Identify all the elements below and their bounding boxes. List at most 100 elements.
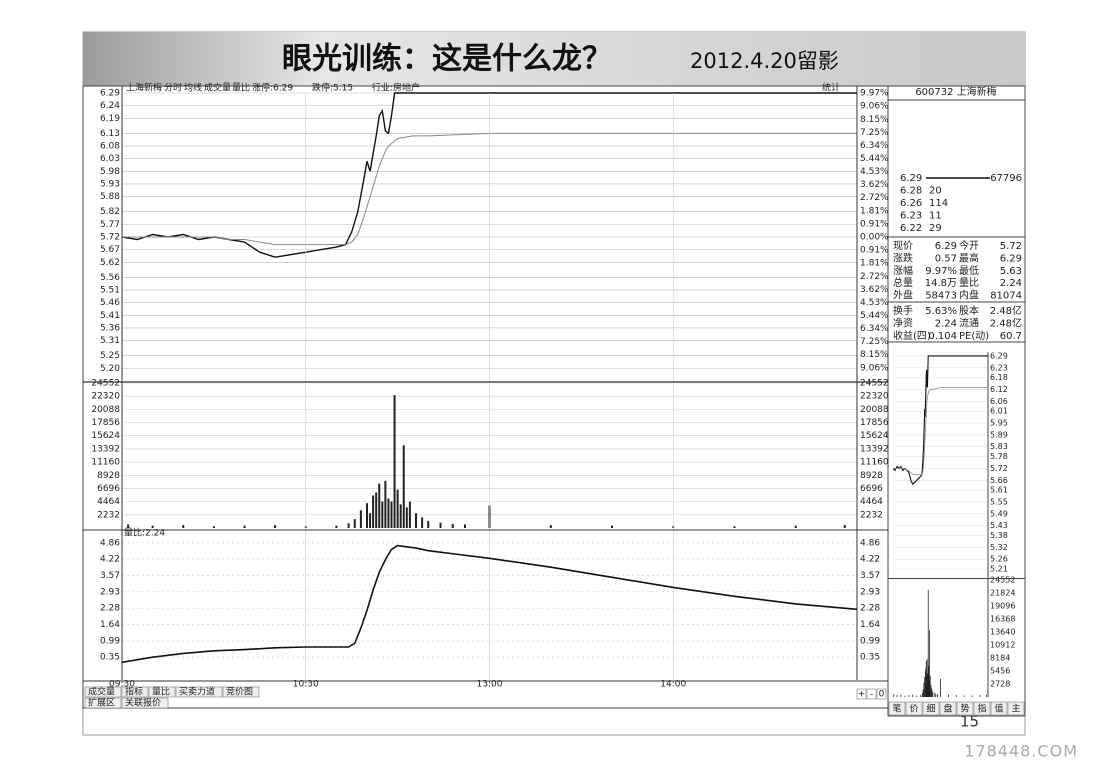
y2-tick-label: 0.91% [860,246,889,256]
tab[interactable] [175,686,223,698]
side-tab[interactable] [888,701,906,716]
annotation: 跌停:5.15 [312,82,353,94]
side-tab-label[interactable]: 价 [909,704,918,715]
y-tick-label: 3.57 [100,571,120,581]
side-tab-label[interactable]: 值 [994,703,1003,715]
tab[interactable] [222,686,260,698]
zoom-button[interactable] [876,688,887,700]
zoom-label[interactable]: + [858,690,866,700]
y-tick-label: 6.01 [990,407,1008,416]
quote-value: 5.63 [1000,266,1022,277]
order-volume: 11 [929,211,942,222]
side-tab[interactable] [973,701,991,716]
volume-bar [182,525,185,528]
side-tab-label[interactable]: 盘 [943,703,952,715]
y-tick-label: 5.46 [100,298,120,308]
y-tick-label: 24552 [860,379,889,389]
y2-tick-label: 7.25% [860,128,889,138]
side-tab[interactable] [956,701,974,716]
volume-bar [387,498,390,528]
y-tick-label: 6.29 [990,351,1008,360]
y-tick-label: 6.06 [990,397,1008,406]
page-title: 眼光训练：这是什么龙？ [282,42,612,77]
y2-tick-label: 9.97% [860,89,889,99]
order-price: 6.29 [900,173,922,184]
volume-bar [369,513,372,528]
side-tab[interactable] [990,701,1008,716]
side-tab-label[interactable]: 主 [1011,703,1020,715]
side-tab[interactable] [922,701,940,716]
volume-bar [127,524,130,528]
y-tick-label: 22320 [860,392,889,402]
side-tab-label[interactable]: 细 [926,703,935,715]
tab-label[interactable]: 指标 [125,686,143,698]
tab[interactable] [84,686,122,698]
side-tab-label[interactable]: 指 [977,703,986,715]
side-tab[interactable] [939,701,957,716]
tab-label[interactable]: 买卖力道 [179,686,215,698]
mini-volume-bar [932,691,933,697]
mini-volume-bar [893,694,895,697]
mini-volume-bar [963,695,965,697]
tab[interactable] [148,686,176,698]
y-tick-label: 5.56 [100,273,120,283]
ratio-line [121,544,858,664]
side-tab-label[interactable]: 势 [960,703,969,715]
quote-label: 总量 [893,276,913,289]
quote-label: 净资 [893,316,913,329]
y-tick-label: 4.22 [860,555,880,565]
tab-label[interactable]: 关联报价 [125,697,161,709]
zoom-button[interactable] [856,688,867,700]
zoom-label[interactable]: 0 [879,690,885,700]
y-tick-label: 5.20 [100,364,120,374]
annotation: 统计 [822,82,840,94]
quote-value: 2.24 [1000,278,1022,289]
tab[interactable] [121,686,149,698]
y-tick-label: 5.72 [100,233,120,243]
y2-tick-label: 19096 [990,602,1015,611]
tab-label[interactable]: 竞价图 [226,686,253,698]
volume-bar [384,480,387,528]
y2-tick-label: 9.06% [860,102,889,112]
volume-bar [393,395,396,528]
mini-volume-bar [922,689,924,697]
quote-value: 2.48亿 [990,304,1022,317]
zoom-button[interactable] [866,688,877,700]
y2-tick-label: 10912 [990,641,1015,650]
tab-label[interactable]: 成交量 [88,686,115,698]
side-tab[interactable] [1007,701,1025,716]
y2-tick-label: 5.44% [860,311,889,321]
mini-volume-bar [923,682,925,697]
quote-label: 换手 [893,304,913,317]
y-tick-label: 3.57 [860,571,880,581]
side-tab-label[interactable]: 笔 [892,703,901,715]
quote-value: 9.97% [925,266,957,277]
volume-bar [378,483,381,528]
y2-tick-label: 16368 [990,615,1015,624]
mini-volume-bar [908,695,910,697]
quote-value: 14.8万 [925,278,957,289]
side-tab[interactable] [905,701,923,716]
y-tick-label: 2232 [97,510,120,520]
tab-label[interactable]: 量比 [152,686,170,698]
volume-bar [399,504,402,528]
quote-value: 6.29 [935,241,957,252]
y-tick-label: 8928 [97,471,120,481]
y2-tick-label: 9.06% [860,363,889,373]
quote-label: 量比 [959,277,979,289]
mini-volume-bar [896,695,898,697]
zoom-label[interactable]: - [870,690,873,700]
mini-volume-bar [929,675,931,697]
y-tick-label: 5.72 [990,464,1008,473]
tab[interactable] [121,697,169,709]
y-tick-label: 6696 [97,484,120,494]
tab-label[interactable]: 扩展区 [88,697,115,709]
tab[interactable] [84,697,122,709]
y-tick-label: 6.03 [100,154,120,164]
mini-volume-bar [912,694,914,697]
y-tick-label: 5.88 [100,192,120,202]
y2-tick-label: 2.72% [860,193,889,203]
volume-bar [396,489,399,528]
y2-tick-label: 3.62% [860,285,889,295]
